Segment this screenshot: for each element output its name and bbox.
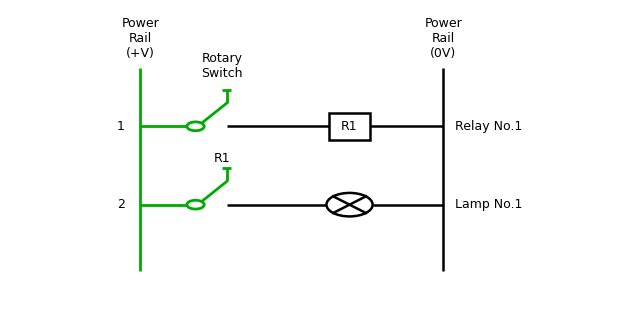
Bar [329, 113, 370, 140]
Text: Power
Rail
(+V): Power Rail (+V) [121, 17, 159, 60]
Text: Relay No.1: Relay No.1 [455, 120, 523, 133]
Circle shape [327, 193, 373, 217]
Text: R1: R1 [341, 120, 358, 133]
Text: Rotary
Switch: Rotary Switch [201, 52, 243, 80]
Text: Lamp No.1: Lamp No.1 [455, 198, 523, 211]
Circle shape [187, 200, 204, 209]
Text: R1: R1 [214, 153, 230, 165]
Text: Power
Rail
(0V): Power Rail (0V) [425, 17, 462, 60]
Circle shape [187, 122, 204, 131]
Text: 2: 2 [117, 198, 125, 211]
Text: 1: 1 [117, 120, 125, 133]
